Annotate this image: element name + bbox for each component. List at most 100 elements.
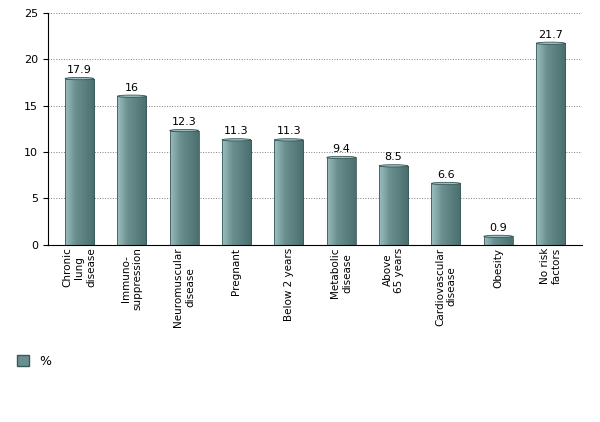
Bar xyxy=(454,184,455,245)
Bar xyxy=(403,166,404,245)
Bar xyxy=(396,166,397,245)
Bar xyxy=(171,130,172,245)
Bar xyxy=(290,140,291,245)
Bar xyxy=(407,166,408,245)
Bar xyxy=(198,130,199,245)
Bar xyxy=(231,140,232,245)
Bar xyxy=(128,96,129,245)
Bar xyxy=(191,130,192,245)
Bar xyxy=(121,96,122,245)
Bar xyxy=(90,78,91,245)
Bar xyxy=(280,140,281,245)
Bar xyxy=(543,43,544,245)
Bar xyxy=(388,166,389,245)
Bar xyxy=(337,157,338,245)
Bar xyxy=(178,130,179,245)
Bar xyxy=(277,140,278,245)
Bar xyxy=(433,184,434,245)
Bar xyxy=(189,130,190,245)
Bar xyxy=(502,236,503,245)
Bar xyxy=(505,236,506,245)
Bar xyxy=(119,96,121,245)
Bar xyxy=(351,157,352,245)
Bar xyxy=(190,130,191,245)
Bar xyxy=(81,78,82,245)
Bar xyxy=(137,96,138,245)
Bar xyxy=(560,43,562,245)
Bar xyxy=(142,96,143,245)
Bar xyxy=(541,43,542,245)
Bar xyxy=(391,166,392,245)
Bar xyxy=(346,157,347,245)
Bar xyxy=(141,96,142,245)
Bar xyxy=(348,157,349,245)
Bar xyxy=(93,78,94,245)
Bar xyxy=(65,78,94,245)
Bar xyxy=(185,130,186,245)
Bar xyxy=(290,140,292,245)
Bar xyxy=(353,157,354,245)
Bar xyxy=(441,184,442,245)
Bar xyxy=(285,140,286,245)
Bar xyxy=(181,130,182,245)
Bar xyxy=(183,130,184,245)
Bar xyxy=(240,140,241,245)
Bar xyxy=(488,236,489,245)
Bar xyxy=(283,140,284,245)
Bar xyxy=(338,157,340,245)
Bar xyxy=(229,140,230,245)
Bar xyxy=(233,140,234,245)
Bar xyxy=(122,96,124,245)
Bar xyxy=(288,140,289,245)
Ellipse shape xyxy=(536,42,565,44)
Bar xyxy=(486,236,487,245)
Bar xyxy=(180,130,181,245)
Bar xyxy=(331,157,332,245)
Bar xyxy=(536,43,537,245)
Bar xyxy=(459,184,460,245)
Bar xyxy=(456,184,457,245)
Bar xyxy=(195,130,196,245)
Bar xyxy=(444,184,445,245)
Bar xyxy=(287,140,288,245)
Bar xyxy=(460,184,461,245)
Bar xyxy=(278,140,279,245)
Bar xyxy=(145,96,146,245)
Bar xyxy=(232,140,233,245)
Bar xyxy=(228,140,229,245)
Bar xyxy=(77,78,79,245)
Ellipse shape xyxy=(65,77,94,80)
Bar xyxy=(401,166,402,245)
Bar xyxy=(494,236,495,245)
Bar xyxy=(487,236,488,245)
Bar xyxy=(404,166,405,245)
Bar xyxy=(241,140,242,245)
Bar xyxy=(86,78,87,245)
Bar xyxy=(170,130,171,245)
Bar xyxy=(493,236,494,245)
Bar xyxy=(76,78,77,245)
Bar xyxy=(550,43,551,245)
Bar xyxy=(274,140,275,245)
Bar xyxy=(495,236,496,245)
Bar xyxy=(296,140,298,245)
Ellipse shape xyxy=(118,95,146,97)
Text: 12.3: 12.3 xyxy=(172,117,196,127)
Bar xyxy=(553,43,554,245)
Bar xyxy=(118,96,119,245)
Bar xyxy=(565,43,566,245)
Bar xyxy=(85,78,86,245)
Bar xyxy=(452,184,453,245)
Bar xyxy=(453,184,454,245)
Bar xyxy=(547,43,548,245)
Bar xyxy=(301,140,302,245)
Bar xyxy=(354,157,355,245)
Bar xyxy=(247,140,248,245)
Bar xyxy=(435,184,436,245)
Bar xyxy=(504,236,505,245)
Bar xyxy=(279,140,280,245)
Bar xyxy=(485,236,486,245)
Bar xyxy=(234,140,235,245)
Bar xyxy=(500,236,501,245)
Bar xyxy=(545,43,546,245)
